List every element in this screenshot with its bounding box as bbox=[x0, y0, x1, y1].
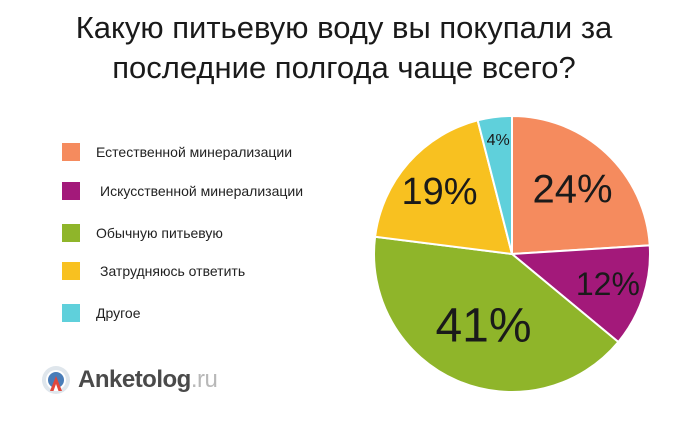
anketolog-logo-icon bbox=[42, 366, 70, 394]
chart-title-line-2: последние полгода чаще всего? bbox=[112, 50, 576, 85]
logo-name: Anketolog bbox=[78, 366, 191, 393]
logo-domain: .ru bbox=[190, 366, 218, 393]
legend-swatch-natural bbox=[62, 143, 80, 161]
legend-item-unsure: Затрудняюсь ответить bbox=[62, 261, 245, 281]
legend-item-natural: Естественной минерализации bbox=[62, 142, 292, 162]
legend-item-regular: Обычную питьевую bbox=[62, 223, 223, 243]
legend-label-unsure: Затрудняюсь ответить bbox=[100, 263, 246, 279]
legend-swatch-regular bbox=[62, 224, 80, 242]
legend-swatch-other bbox=[62, 304, 80, 322]
slice-label-regular: 41% bbox=[435, 299, 531, 352]
slice-label-other: 4% bbox=[487, 132, 510, 149]
legend-label-regular: Обычную питьевую bbox=[96, 225, 223, 241]
pie-slice-artificial bbox=[509, 244, 651, 344]
legend-item-artificial: Искусственной минерализации bbox=[62, 181, 303, 201]
slice-label-unsure: 19% bbox=[401, 171, 477, 213]
pie-slice-other bbox=[476, 114, 513, 255]
anketolog-logo: Anketolog.ru bbox=[40, 362, 218, 398]
pie-slice-regular bbox=[373, 235, 620, 393]
slice-label-natural: 24% bbox=[532, 168, 612, 212]
legend-item-other: Другое bbox=[62, 303, 140, 323]
slice-label-artificial: 12% bbox=[576, 266, 640, 302]
legend-label-other: Другое bbox=[96, 305, 141, 321]
pie-slice-natural bbox=[511, 114, 651, 256]
chart-title: Какую питьевую воду вы покупали за после… bbox=[0, 8, 688, 88]
legend-label-natural: Естественной минерализации bbox=[96, 144, 293, 160]
chart-title-line-1: Какую питьевую воду вы покупали за bbox=[75, 10, 613, 45]
anketolog-logo-text: Anketolog.ru bbox=[78, 366, 218, 394]
legend-swatch-unsure bbox=[62, 262, 80, 280]
legend-label-artificial: Искусственной минерализации bbox=[100, 183, 304, 199]
legend-swatch-artificial bbox=[62, 182, 80, 200]
pie-slice-unsure bbox=[373, 119, 514, 256]
